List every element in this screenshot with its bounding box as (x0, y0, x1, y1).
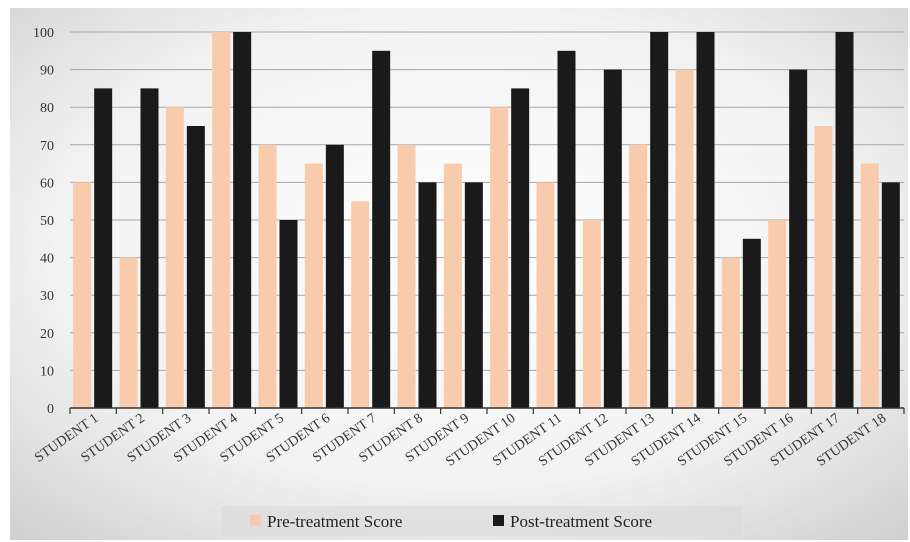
pre-treatment-bar (397, 144, 416, 409)
y-tick-label: 10 (40, 364, 54, 379)
pre-treatment-bar (860, 163, 879, 408)
legend-label-post: Post-treatment Score (510, 512, 652, 531)
pre-treatment-bar (119, 257, 138, 408)
post-treatment-bar (650, 32, 669, 408)
pre-treatment-bar (629, 144, 648, 409)
legend-swatch-pre (250, 515, 261, 526)
y-tick-label: 40 (40, 252, 54, 267)
post-treatment-bar (418, 182, 437, 408)
bars (73, 32, 900, 409)
post-treatment-bar (372, 50, 391, 409)
y-axis-ticks: 0 10 20 30 40 50 60 70 80 90 100 (33, 26, 54, 417)
post-treatment-bar (881, 182, 900, 408)
pre-treatment-bar (582, 220, 601, 408)
legend: Pre-treatment Score Post-treatment Score (222, 506, 742, 536)
y-tick-label: 100 (33, 26, 54, 41)
y-tick-label: 70 (40, 139, 54, 154)
post-treatment-bar (696, 32, 715, 408)
post-treatment-bar (325, 144, 344, 409)
post-treatment-bar (140, 88, 159, 409)
post-treatment-bar (279, 220, 298, 408)
pre-treatment-bar (814, 126, 833, 408)
pre-treatment-bar (258, 144, 277, 409)
chart-container: 0 10 20 30 40 50 60 70 80 90 100 STUDENT 1 STUDENT … (10, 8, 908, 540)
legend-box (222, 506, 742, 536)
y-tick-label: 0 (47, 402, 54, 417)
pre-treatment-bar (490, 107, 509, 408)
pre-treatment-bar (675, 69, 694, 408)
y-tick-label: 90 (40, 64, 54, 79)
legend-label-pre: Pre-treatment Score (267, 512, 402, 531)
post-treatment-bar (557, 50, 576, 409)
pre-treatment-bar (165, 107, 184, 408)
y-tick-label: 30 (40, 289, 54, 304)
y-tick-label: 60 (40, 176, 54, 191)
post-treatment-bar (94, 88, 113, 409)
post-treatment-bar (835, 32, 854, 408)
gridlines (70, 31, 904, 371)
pre-treatment-bar (721, 257, 740, 408)
legend-swatch-post (493, 515, 504, 526)
pre-treatment-bar (212, 32, 231, 408)
pre-treatment-bar (443, 163, 462, 408)
pre-treatment-bar (304, 163, 323, 408)
pre-treatment-bar (73, 182, 92, 408)
y-tick-label: 50 (40, 214, 54, 229)
post-treatment-bar (186, 126, 205, 408)
pre-treatment-bar (351, 201, 370, 408)
post-treatment-bar (233, 32, 252, 408)
y-tick-label: 80 (40, 101, 54, 116)
post-treatment-bar (603, 69, 622, 408)
post-treatment-bar (464, 182, 483, 408)
pre-treatment-bar (536, 182, 555, 408)
post-treatment-bar (511, 88, 530, 409)
x-axis (69, 407, 905, 414)
post-treatment-bar (789, 69, 808, 408)
post-treatment-bar (742, 238, 761, 408)
pre-treatment-bar (768, 220, 787, 408)
y-tick-label: 20 (40, 327, 54, 342)
